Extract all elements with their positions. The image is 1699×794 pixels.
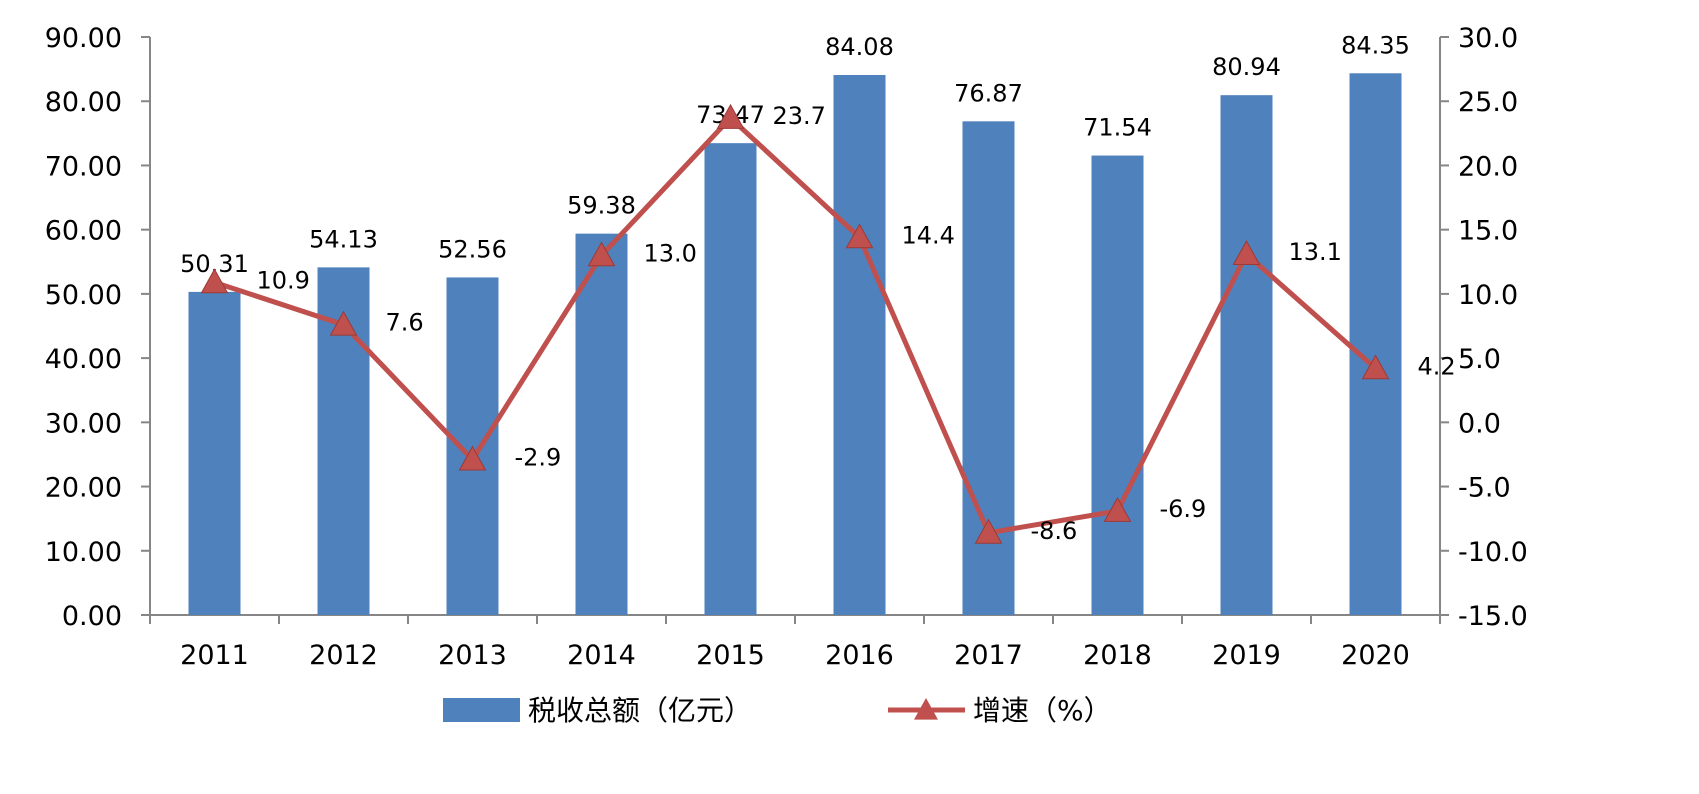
y-right-tick-label: 20.0 bbox=[1458, 151, 1518, 182]
line-value-label: 10.9 bbox=[257, 266, 310, 294]
line-series bbox=[200, 103, 1390, 544]
y-left-tick-label: 60.00 bbox=[45, 216, 122, 247]
bar-value-label: 54.13 bbox=[309, 225, 378, 253]
bar-value-label: 52.56 bbox=[438, 235, 507, 263]
bar-value-label: 59.38 bbox=[567, 192, 636, 220]
bar bbox=[1220, 95, 1273, 616]
triangle-marker bbox=[845, 223, 874, 249]
y-right-tick-label: 0.0 bbox=[1458, 408, 1501, 439]
y-left-tick-label: 0.00 bbox=[62, 601, 122, 632]
triangle-marker bbox=[716, 103, 745, 129]
bar bbox=[704, 143, 757, 615]
line-value-label: 4.2 bbox=[1418, 352, 1456, 380]
triangle-marker bbox=[329, 310, 358, 336]
bar-series bbox=[188, 73, 1402, 616]
x-tick-label: 2013 bbox=[438, 640, 507, 671]
bar-value-label: 84.08 bbox=[825, 33, 894, 61]
bar-value-label: 80.94 bbox=[1212, 53, 1281, 81]
growth-line bbox=[213, 114, 1378, 536]
bar-labels: 50.3154.1352.5659.3873.4784.0876.8771.54… bbox=[180, 31, 1410, 278]
line-labels: 10.9 7.6 -2.9 13.0 23.7 14.4 -8.6 -6.9 13.1 4.2 bbox=[257, 102, 1456, 545]
y-left-tick-label: 80.00 bbox=[45, 87, 122, 118]
bar-value-label: 71.54 bbox=[1083, 114, 1152, 142]
x-tick-label: 2014 bbox=[567, 640, 636, 671]
x-tick-label: 2018 bbox=[1083, 640, 1152, 671]
bar bbox=[1349, 73, 1402, 616]
line-value-label: -8.6 bbox=[1031, 517, 1078, 545]
line-value-label: -6.9 bbox=[1160, 495, 1207, 523]
legend-triangle-icon bbox=[914, 698, 938, 720]
triangle-marker bbox=[1232, 240, 1261, 265]
y-right-tick-label: 25.0 bbox=[1458, 87, 1518, 118]
triangle-marker bbox=[458, 445, 487, 471]
y-right-tick-label: -10.0 bbox=[1458, 537, 1528, 568]
y-right-tick-label: 15.0 bbox=[1458, 216, 1518, 247]
x-tick-label: 2011 bbox=[180, 640, 249, 671]
x-tick-label: 2012 bbox=[309, 640, 378, 671]
y-right-tick-label: 10.0 bbox=[1458, 280, 1518, 311]
bar-value-label: 84.35 bbox=[1341, 31, 1410, 59]
legend-bar-swatch bbox=[443, 698, 520, 722]
y-right-tick-label: -5.0 bbox=[1458, 473, 1511, 504]
bar-value-label: 76.87 bbox=[954, 79, 1023, 107]
y-left-tick-label: 10.00 bbox=[45, 537, 122, 568]
line-value-label: -2.9 bbox=[515, 444, 562, 472]
triangle-marker bbox=[587, 241, 616, 267]
y-left-tick-label: 50.00 bbox=[45, 280, 122, 311]
x-tick-label: 2015 bbox=[696, 640, 765, 671]
x-tick-label: 2016 bbox=[825, 640, 894, 671]
x-tick-label: 2020 bbox=[1341, 640, 1410, 671]
legend-line-label: 增速（%） bbox=[973, 694, 1112, 727]
line-value-label: 23.7 bbox=[773, 102, 826, 130]
bar bbox=[1091, 155, 1144, 615]
bar bbox=[833, 75, 886, 616]
triangle-marker bbox=[200, 268, 229, 294]
y-left-tick-label: 70.00 bbox=[45, 151, 122, 182]
y-left-tick-label: 40.00 bbox=[45, 344, 122, 375]
legend: 税收总额（亿元） 增速（%） bbox=[443, 694, 1112, 727]
y-right-tick-label: 5.0 bbox=[1458, 344, 1501, 375]
y-left-tick-label: 20.00 bbox=[45, 473, 122, 504]
line-value-label: 13.0 bbox=[644, 239, 697, 267]
line-value-label: 7.6 bbox=[386, 309, 424, 337]
y-right-tick-label: 30.0 bbox=[1458, 23, 1518, 54]
y-left-tick-label: 30.00 bbox=[45, 408, 122, 439]
axes: 0.00 10.00 20.00 30.00 40.00 50.00 60.00 70.00 8… bbox=[45, 23, 1528, 671]
line-value-label: 13.1 bbox=[1289, 238, 1342, 266]
triangle-marker bbox=[1103, 496, 1132, 522]
y-left-tick-label: 90.00 bbox=[45, 23, 122, 54]
bar bbox=[188, 291, 241, 615]
triangle-marker bbox=[974, 518, 1003, 544]
bar bbox=[575, 233, 628, 615]
triangle-marker bbox=[1361, 354, 1390, 380]
y-right-tick-label: -15.0 bbox=[1458, 601, 1528, 632]
line-value-label: 14.4 bbox=[902, 221, 955, 249]
x-tick-label: 2019 bbox=[1212, 640, 1281, 671]
x-tick-label: 2017 bbox=[954, 640, 1023, 671]
legend-bar-label: 税收总额（亿元） bbox=[528, 694, 752, 727]
